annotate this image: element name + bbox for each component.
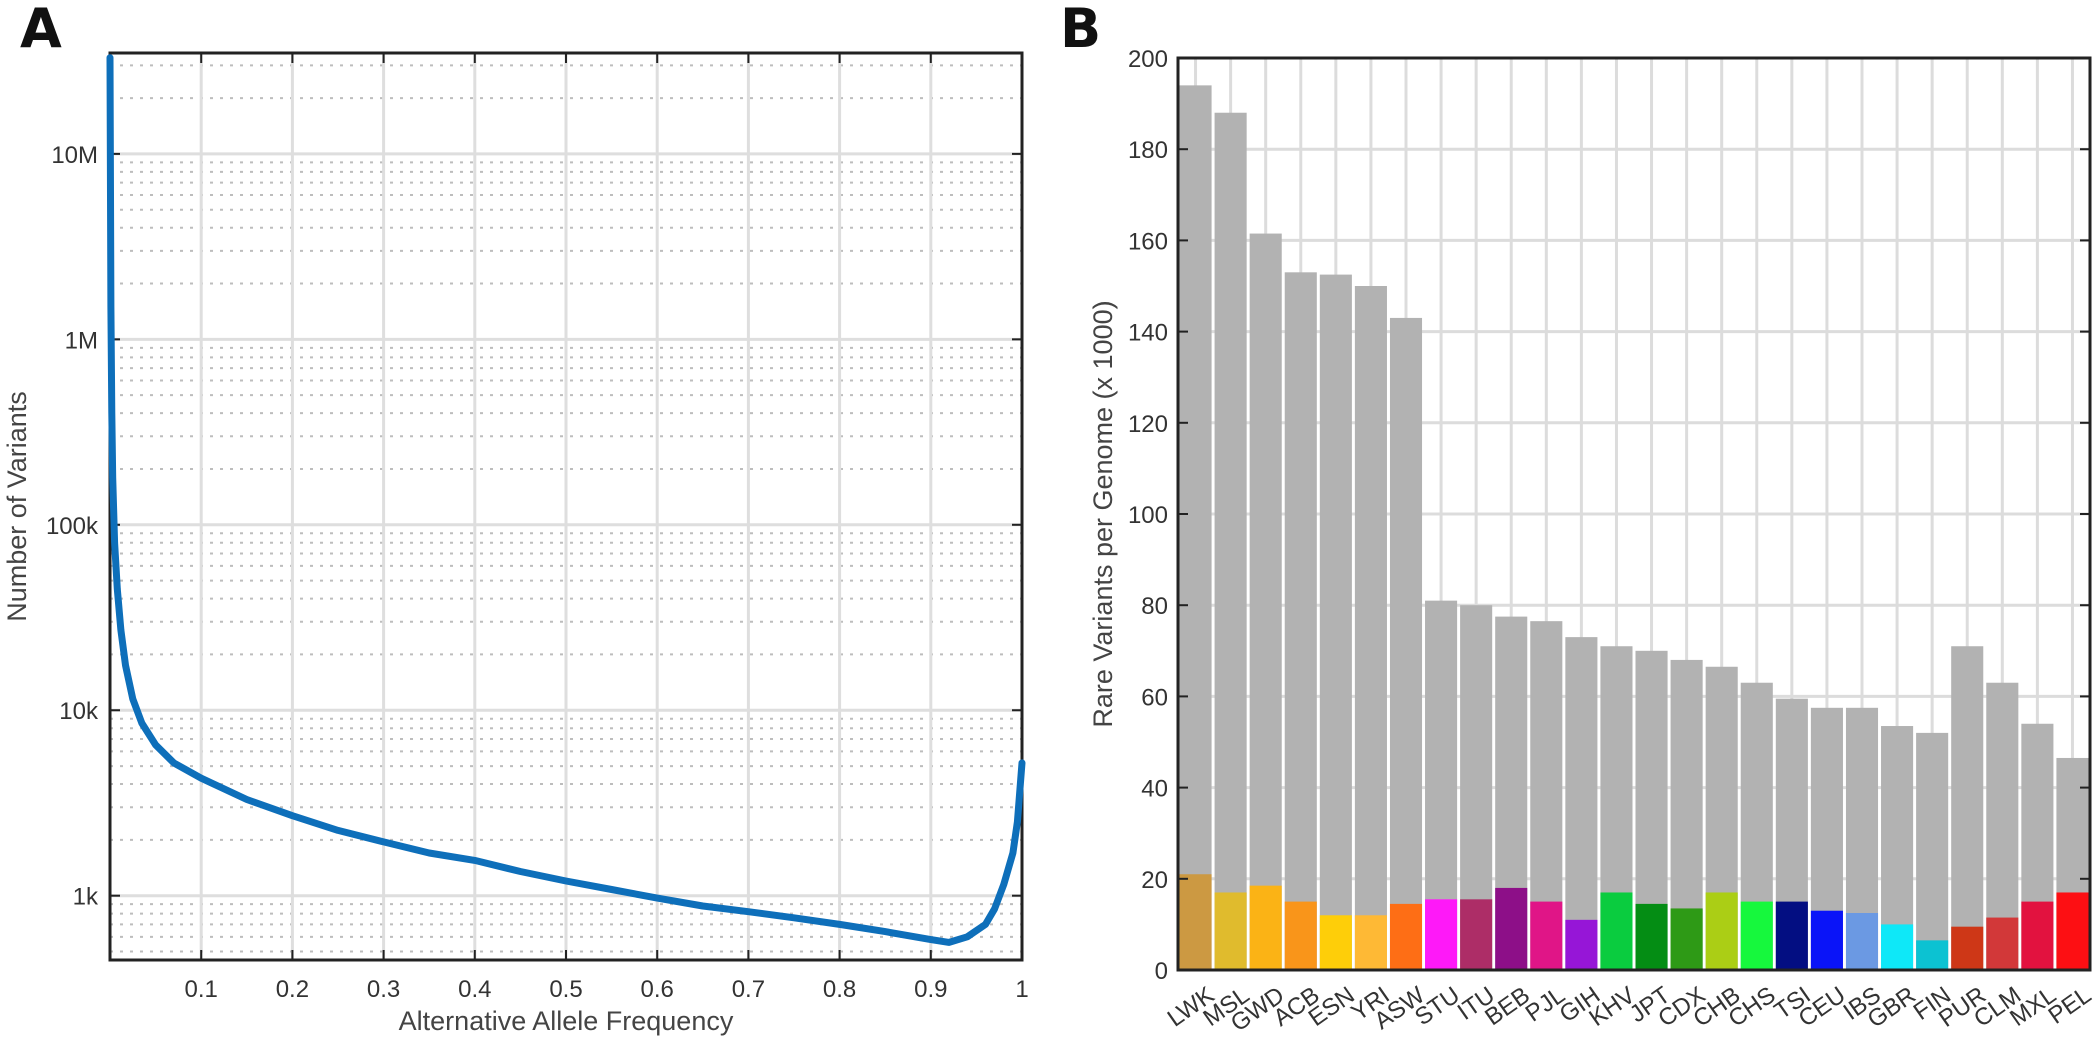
bar-segment bbox=[1460, 899, 1493, 970]
y-tick-label: 10k bbox=[59, 698, 99, 725]
y-tick-label: 20 bbox=[1141, 867, 1168, 894]
bar-segment bbox=[1600, 892, 1633, 970]
bar-segment bbox=[1425, 899, 1458, 970]
y-tick-label: 200 bbox=[1128, 46, 1168, 73]
y-axis-label: Rare Variants per Genome (x 1000) bbox=[1088, 300, 1118, 727]
x-tick-label: 1 bbox=[1015, 976, 1028, 1003]
category-label: PEL bbox=[2044, 982, 2097, 1030]
x-tick-label: 0.9 bbox=[914, 976, 947, 1003]
x-tick-label: 0.5 bbox=[549, 976, 582, 1003]
chart-b-rare-variants: 020406080100120140160180200LWKMSLGWDACBE… bbox=[1088, 46, 2096, 1037]
bar-segment bbox=[1881, 924, 1914, 970]
bar-total bbox=[1284, 272, 1317, 970]
y-tick-label: 40 bbox=[1141, 776, 1168, 803]
x-tick-label: 0.4 bbox=[458, 976, 491, 1003]
bar-segment bbox=[1810, 910, 1843, 970]
bar-segment bbox=[1670, 908, 1703, 970]
x-tick-label: 0.8 bbox=[823, 976, 856, 1003]
y-tick-label: 120 bbox=[1128, 411, 1168, 438]
bar-total bbox=[1389, 317, 1423, 970]
x-tick-label: 0.7 bbox=[732, 976, 765, 1003]
bar-segment bbox=[1284, 901, 1317, 970]
x-tick-label: 0.2 bbox=[276, 976, 309, 1003]
y-tick-label: 0 bbox=[1155, 958, 1168, 985]
bar-segment bbox=[1916, 940, 1949, 970]
bar-total bbox=[1249, 233, 1282, 970]
bar-segment bbox=[1740, 901, 1773, 970]
bar-segment bbox=[1179, 874, 1212, 970]
bar-segment bbox=[1319, 915, 1352, 970]
bar-segment bbox=[1495, 887, 1528, 970]
panel-label-b: B bbox=[1060, 0, 1101, 60]
bar-segment bbox=[1214, 892, 1247, 970]
bar-total bbox=[1354, 286, 1387, 970]
y-tick-label: 60 bbox=[1141, 684, 1168, 711]
y-tick-label: 180 bbox=[1128, 137, 1168, 164]
bar-segment bbox=[1389, 903, 1423, 970]
series-line bbox=[106, 54, 1026, 946]
bar-segment bbox=[1775, 901, 1808, 970]
y-tick-label: 100k bbox=[46, 513, 99, 540]
y-tick-label: 1M bbox=[65, 327, 98, 354]
bar-segment bbox=[1635, 903, 1668, 970]
y-tick-label: 100 bbox=[1128, 502, 1168, 529]
panel-label-a: A bbox=[20, 0, 62, 60]
bar-segment bbox=[1530, 901, 1563, 970]
bar-total bbox=[1565, 637, 1598, 970]
bar-total bbox=[1319, 274, 1352, 971]
bar-segment bbox=[1986, 917, 2019, 970]
bar-total bbox=[1951, 646, 1984, 970]
bar-segment bbox=[2056, 892, 2089, 970]
x-axis-label: Alternative Allele Frequency bbox=[399, 1006, 734, 1036]
y-tick-label: 80 bbox=[1141, 593, 1168, 620]
bar-segment bbox=[1249, 885, 1282, 970]
bar-total bbox=[1179, 85, 1212, 971]
bar-segment bbox=[1845, 913, 1879, 970]
bar-segment bbox=[1565, 919, 1598, 970]
x-tick-label: 0.3 bbox=[367, 976, 400, 1003]
chart-a-variant-frequency: 0.1 0.2 0.3 0.4 0.5 0.6 0.7 0.8 0.9 1 1k 10k 100k 1M 1… bbox=[2, 51, 1029, 1036]
bar-total bbox=[1214, 112, 1247, 971]
x-tick-label: 0.6 bbox=[641, 976, 674, 1003]
bar-segment bbox=[2021, 901, 2054, 970]
y-tick-label: 140 bbox=[1128, 320, 1168, 347]
y-axis-label: Number of Variants bbox=[2, 391, 32, 622]
bar-segment bbox=[1705, 892, 1738, 970]
y-tick-label: 160 bbox=[1128, 228, 1168, 255]
x-tick-label: 0.1 bbox=[185, 976, 218, 1003]
bar-segment bbox=[1951, 926, 1984, 970]
y-tick-label: 1k bbox=[73, 884, 99, 911]
bar-segment bbox=[1354, 915, 1387, 970]
y-tick-label: 10M bbox=[51, 142, 98, 169]
bar-total bbox=[1916, 732, 1949, 970]
